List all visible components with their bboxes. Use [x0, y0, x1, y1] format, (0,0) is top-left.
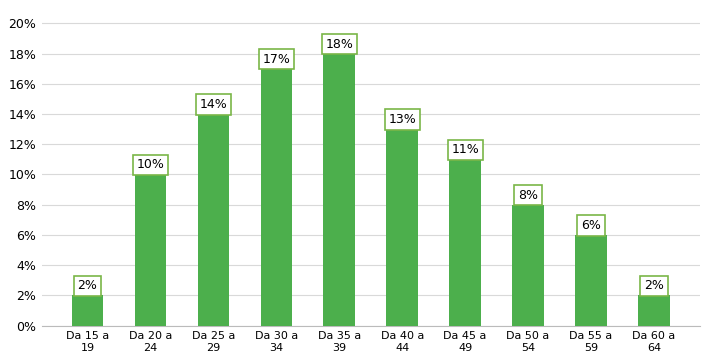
Text: 13%: 13%	[388, 113, 416, 126]
Bar	[450, 159, 481, 326]
Text: 8%: 8%	[518, 189, 538, 202]
Bar	[576, 235, 607, 326]
Text: 14%: 14%	[200, 98, 227, 111]
Text: 10%: 10%	[137, 158, 164, 171]
Bar	[387, 129, 418, 326]
Bar	[639, 295, 670, 326]
Bar	[198, 114, 229, 326]
Text: 2%: 2%	[644, 279, 664, 292]
Bar	[72, 295, 103, 326]
Bar	[261, 69, 292, 326]
Bar	[135, 174, 166, 326]
Text: 17%: 17%	[263, 53, 290, 66]
Bar	[513, 205, 544, 326]
Text: 6%: 6%	[581, 219, 601, 232]
Text: 18%: 18%	[325, 38, 353, 51]
Bar	[324, 54, 355, 326]
Text: 11%: 11%	[451, 143, 479, 156]
Text: 2%: 2%	[77, 279, 97, 292]
